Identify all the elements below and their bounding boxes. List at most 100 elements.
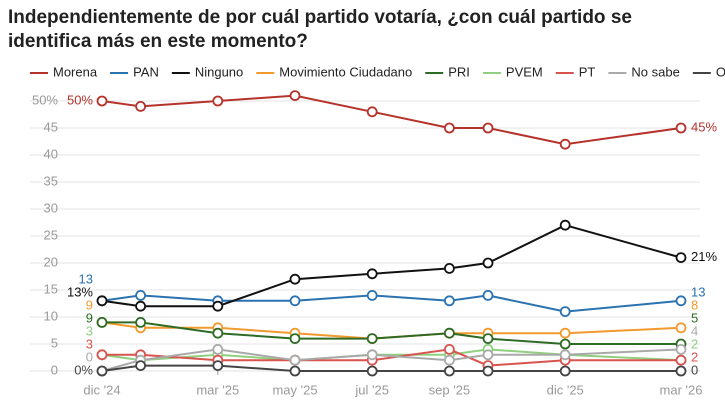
y-tick-label: 30 — [44, 200, 58, 215]
value-label: 3 — [86, 323, 93, 338]
data-point — [135, 360, 147, 372]
value-label: 0 — [86, 349, 93, 364]
data-point — [366, 365, 378, 377]
x-tick-label: dic '24 — [83, 382, 120, 397]
series-line — [102, 348, 681, 367]
data-point — [289, 295, 301, 307]
value-label: 4 — [691, 323, 698, 338]
legend-label: Morena — [53, 64, 98, 79]
value-label: 9 — [86, 297, 93, 312]
data-point — [289, 365, 301, 377]
data-point — [366, 289, 378, 301]
value-label: 13 — [79, 271, 93, 286]
data-point — [289, 333, 301, 345]
data-point — [96, 295, 108, 307]
data-point — [212, 360, 224, 372]
series-line — [102, 321, 681, 345]
value-label: 9 — [86, 310, 93, 325]
data-point — [443, 365, 455, 377]
data-point — [675, 122, 687, 134]
y-tick-label: 15 — [44, 281, 58, 296]
data-point — [559, 365, 571, 377]
data-point — [482, 257, 494, 269]
y-tick-label: 45 — [44, 119, 58, 134]
data-point — [482, 349, 494, 361]
legend-item: No sabe — [608, 64, 680, 79]
series-line — [101, 294, 682, 313]
legend-item: PAN — [110, 64, 159, 79]
legend-label: No sabe — [631, 64, 679, 79]
y-tick-label: 25 — [44, 227, 58, 242]
data-point — [212, 327, 224, 339]
data-point — [675, 354, 687, 366]
data-point — [675, 365, 687, 377]
data-point — [366, 333, 378, 345]
value-label: 0% — [74, 362, 93, 377]
data-point — [675, 322, 687, 334]
x-tick-label: mar '26 — [660, 382, 703, 397]
value-label: 45% — [691, 119, 717, 134]
data-point — [675, 343, 687, 355]
data-point — [289, 90, 301, 101]
data-point — [96, 365, 108, 377]
data-point — [289, 273, 301, 285]
legend-label: PRI — [448, 64, 470, 79]
data-point — [559, 306, 571, 318]
legend-label: PVEM — [506, 64, 543, 79]
data-point — [443, 354, 455, 366]
value-label: 13% — [67, 284, 93, 299]
legend-item: Movimiento Ciudadano — [256, 64, 412, 79]
x-tick-label: may '25 — [272, 382, 317, 397]
legend-item: PRI — [425, 64, 470, 79]
data-point — [443, 343, 455, 355]
data-point — [135, 316, 147, 328]
legend-label: PAN — [133, 64, 159, 79]
y-tick-label: 20 — [44, 254, 58, 269]
data-point — [96, 95, 108, 107]
x-tick-label: mar '25 — [196, 382, 239, 397]
legend-item: Otro — [692, 64, 725, 79]
y-tick-label: 5 — [51, 335, 58, 350]
y-tick-label: 35 — [44, 173, 58, 188]
value-label: 13 — [691, 284, 705, 299]
value-label: 2 — [691, 336, 698, 351]
data-point — [289, 354, 301, 366]
y-tick-label: 0 — [51, 362, 58, 377]
data-point — [482, 289, 494, 301]
legend-item: Morena — [30, 64, 98, 79]
y-tick-label: 50% — [32, 92, 58, 107]
value-label: 2 — [691, 349, 698, 364]
series-line — [101, 364, 681, 372]
legend-label: Ninguno — [195, 64, 243, 79]
chart-title: Independientemente de por cuál partido v… — [8, 7, 632, 52]
data-point — [482, 122, 494, 134]
data-point — [559, 349, 571, 361]
data-point — [559, 338, 571, 350]
series-line — [101, 224, 682, 308]
data-point — [96, 316, 108, 328]
legend-label: Otro — [716, 64, 725, 79]
data-point — [366, 268, 378, 280]
value-label: 3 — [86, 336, 93, 351]
data-point — [212, 343, 224, 355]
data-point — [559, 219, 571, 231]
data-point — [443, 262, 455, 274]
legend-label: Movimiento Ciudadano — [279, 64, 412, 79]
data-point — [135, 289, 147, 301]
data-point — [212, 300, 224, 312]
data-point — [559, 327, 571, 339]
data-point — [96, 349, 108, 361]
y-tick-label: 40 — [44, 146, 58, 161]
data-point — [559, 138, 571, 150]
data-point — [443, 295, 455, 307]
data-point — [675, 252, 687, 264]
legend-item: PVEM — [482, 64, 543, 79]
legend-item: PT — [555, 64, 595, 79]
data-point — [482, 365, 494, 377]
legend-item: Ninguno — [171, 64, 243, 79]
x-tick-label: jul '25 — [354, 382, 389, 397]
data-point — [212, 95, 224, 107]
value-label: 5 — [691, 310, 698, 325]
